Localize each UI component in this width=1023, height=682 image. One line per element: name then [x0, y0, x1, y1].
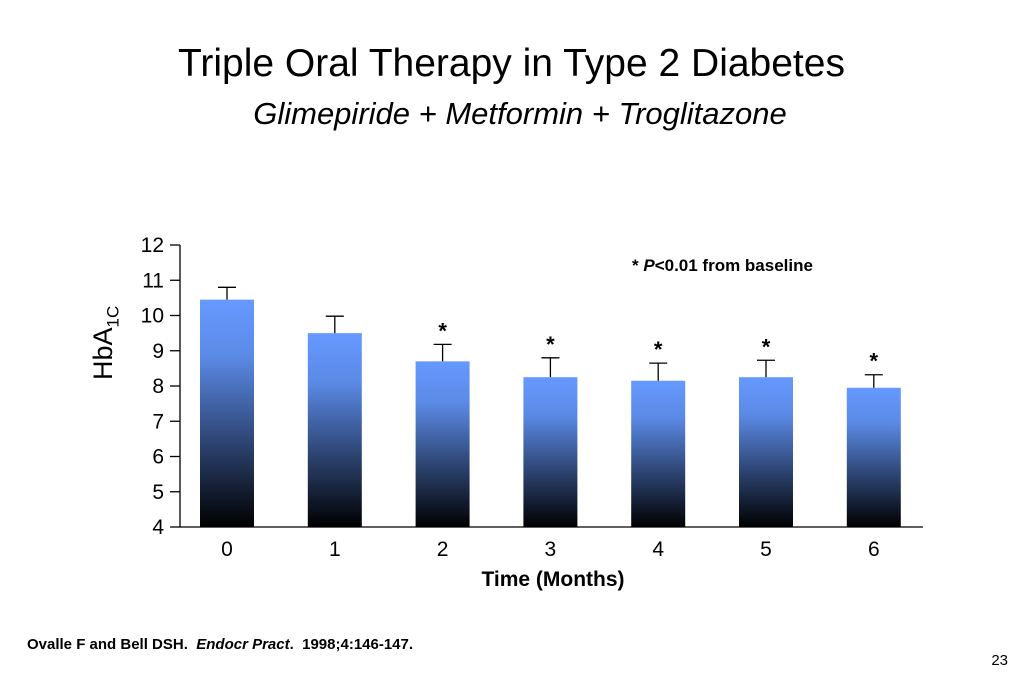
significance-marker-month-4: *: [654, 337, 663, 362]
citation: Ovalle F and Bell DSH. Endocr Pract. 199…: [27, 636, 413, 653]
y-tick-label: 9: [152, 340, 164, 363]
x-tick-label: 2: [437, 538, 449, 561]
y-tick-label: 11: [142, 269, 164, 292]
x-tick-label: 3: [545, 538, 557, 561]
x-tick-label: 4: [652, 538, 664, 561]
y-tick-label: 5: [152, 481, 164, 504]
x-axis-label: Time (Months): [481, 568, 624, 591]
y-tick-label: 7: [152, 410, 164, 433]
annotation-text: <0.01 from baseline: [655, 256, 813, 275]
significance-annotation: * P<0.01 from baseline: [632, 256, 813, 275]
x-tick-label: 6: [868, 538, 880, 561]
significance-marker-month-5: *: [762, 334, 771, 359]
citation-journal: Endocr Pract: [196, 636, 290, 653]
y-tick-label: 10: [141, 305, 164, 328]
annotation-prefix: *: [632, 256, 643, 275]
citation-reference: . 1998;4:146-147.: [289, 636, 414, 653]
page-number: 23: [991, 652, 1008, 669]
bar-month-1: [307, 333, 362, 527]
y-tick-label: 8: [152, 375, 164, 398]
y-tick-label: 12: [141, 234, 164, 257]
slide-subtitle: Glimepiride + Metformin + Troglitazone: [253, 96, 787, 131]
x-tick-label: 5: [760, 538, 772, 561]
bar-month-3: [523, 377, 578, 527]
bar-month-6: [846, 387, 901, 527]
bar-month-5: [739, 377, 793, 527]
slide-title: Triple Oral Therapy in Type 2 Diabetes: [178, 42, 845, 85]
y-tick-label: 6: [152, 446, 164, 469]
bars-layer: * * * * *: [200, 286, 901, 527]
bar-month-4: [631, 380, 686, 527]
bar-month-0: [200, 299, 254, 527]
citation-authors: Ovalle F and Bell DSH.: [27, 636, 188, 653]
x-tick-label: 1: [329, 538, 341, 561]
annotation-p: P: [643, 256, 655, 275]
x-tick-label: 0: [221, 538, 233, 561]
y-tick-label: 4: [152, 516, 164, 539]
significance-marker-month-6: *: [870, 349, 879, 374]
bar-month-2: [415, 361, 470, 527]
significance-marker-month-2: *: [438, 318, 447, 343]
significance-marker-month-3: *: [546, 332, 555, 357]
